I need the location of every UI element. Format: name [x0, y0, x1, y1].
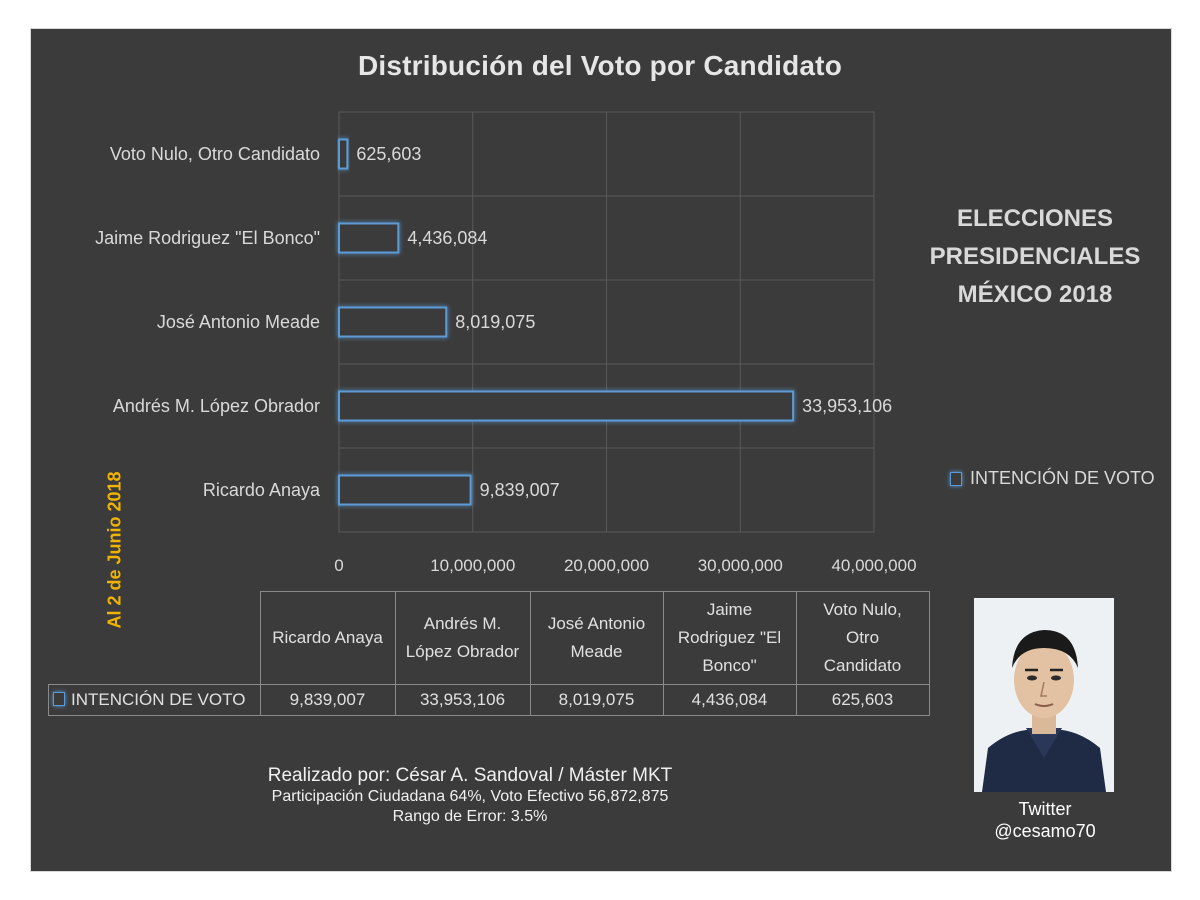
bar-value-label: 625,603	[356, 144, 421, 164]
credits: Realizado por: César A. Sandoval / Máste…	[180, 765, 760, 827]
category-label: Jaime Rodriguez "El Bonco"	[95, 228, 320, 248]
header-text: Jaime	[706, 599, 753, 619]
credits-author: Realizado por: César A. Sandoval / Máste…	[267, 765, 673, 786]
bar-value-label: 9,839,007	[480, 480, 560, 500]
portrait-illustration	[974, 598, 1114, 792]
bar-value-label: 4,436,084	[407, 228, 487, 248]
bar-value-label: 33,953,106	[802, 396, 892, 416]
twitter-label: Twitter	[1018, 799, 1072, 819]
header-text: José Antonio	[547, 613, 646, 633]
header-text: Voto Nulo,	[823, 599, 902, 619]
data-table-value-cell: 625,603	[795, 683, 930, 716]
credits-participation: Participación Ciudadana 64%, Voto Efecti…	[271, 788, 669, 805]
row-label-text: INTENCIÓN DE VOTO	[71, 689, 246, 709]
header-text: Candidato	[823, 655, 902, 675]
data-table-value-cell: 9,839,007	[259, 683, 396, 716]
data-table-value-cell: 33,953,106	[394, 683, 531, 716]
chart-title: Distribución del Voto por Candidato	[357, 50, 843, 81]
data-table-header-row: Ricardo Anaya Andrés M. López Obrador Jo…	[48, 591, 930, 685]
header-text: Bonco"	[702, 655, 757, 675]
header-text: Andrés M.	[423, 613, 502, 633]
data-table-header-cell: José Antonio Meade	[529, 591, 664, 685]
chart-legend: INTENCIÓN DE VOTO	[950, 468, 1155, 489]
category-label: Andrés M. López Obrador	[113, 396, 320, 416]
side-title-line-1: ELECCIONES	[956, 205, 1114, 232]
data-table-row-label: INTENCIÓN DE VOTO	[48, 683, 261, 716]
x-tick-label: 30,000,000	[698, 556, 783, 575]
category-label: José Antonio Meade	[157, 312, 320, 332]
category-label: Ricardo Anaya	[203, 480, 321, 500]
x-tick-label: 40,000,000	[831, 556, 916, 575]
x-tick-label: 20,000,000	[564, 556, 649, 575]
data-table-value-cell: 8,019,075	[529, 683, 664, 716]
side-title: ELECCIONES PRESIDENCIALES MÉXICO 2018	[920, 200, 1150, 314]
header-text: Ricardo Anaya	[272, 627, 383, 647]
data-table-corner	[48, 591, 261, 685]
data-table-header-cell: Jaime Rodriguez "El Bonco"	[662, 591, 797, 685]
header-text: López Obrador	[405, 641, 520, 661]
bar	[338, 222, 400, 254]
twitter-info: Twitter @cesamo70	[965, 798, 1125, 842]
data-table: Ricardo Anaya Andrés M. López Obrador Jo…	[48, 591, 930, 716]
bar	[338, 138, 349, 170]
data-table-header-cell: Ricardo Anaya	[259, 591, 396, 685]
header-text: Meade	[570, 641, 623, 661]
author-portrait	[974, 598, 1114, 792]
legend-label: INTENCIÓN DE VOTO	[970, 468, 1155, 488]
x-tick-label: 0	[334, 556, 343, 575]
data-table-header-cell: Andrés M. López Obrador	[394, 591, 531, 685]
bar	[338, 306, 448, 338]
legend-swatch-icon	[53, 691, 65, 706]
bar	[338, 474, 472, 506]
category-label: Voto Nulo, Otro Candidato	[110, 144, 320, 164]
data-table-value-cell: 4,436,084	[662, 683, 797, 716]
twitter-handle[interactable]: @cesamo70	[994, 821, 1096, 841]
legend-swatch-icon	[950, 471, 962, 486]
bar-value-label: 8,019,075	[455, 312, 535, 332]
header-text: Rodriguez "El	[677, 627, 782, 647]
x-tick-label: 10,000,000	[430, 556, 515, 575]
side-title-line-2: PRESIDENCIALES	[929, 243, 1141, 270]
side-title-line-3: MÉXICO 2018	[957, 281, 1113, 308]
credits-error-range: Rango de Error: 3.5%	[392, 808, 548, 825]
header-text: Otro	[845, 627, 880, 647]
data-table-header-cell: Voto Nulo, Otro Candidato	[795, 591, 930, 685]
bar	[338, 390, 795, 422]
data-table-value-row: INTENCIÓN DE VOTO 9,839,007 33,953,106 8…	[48, 683, 930, 716]
